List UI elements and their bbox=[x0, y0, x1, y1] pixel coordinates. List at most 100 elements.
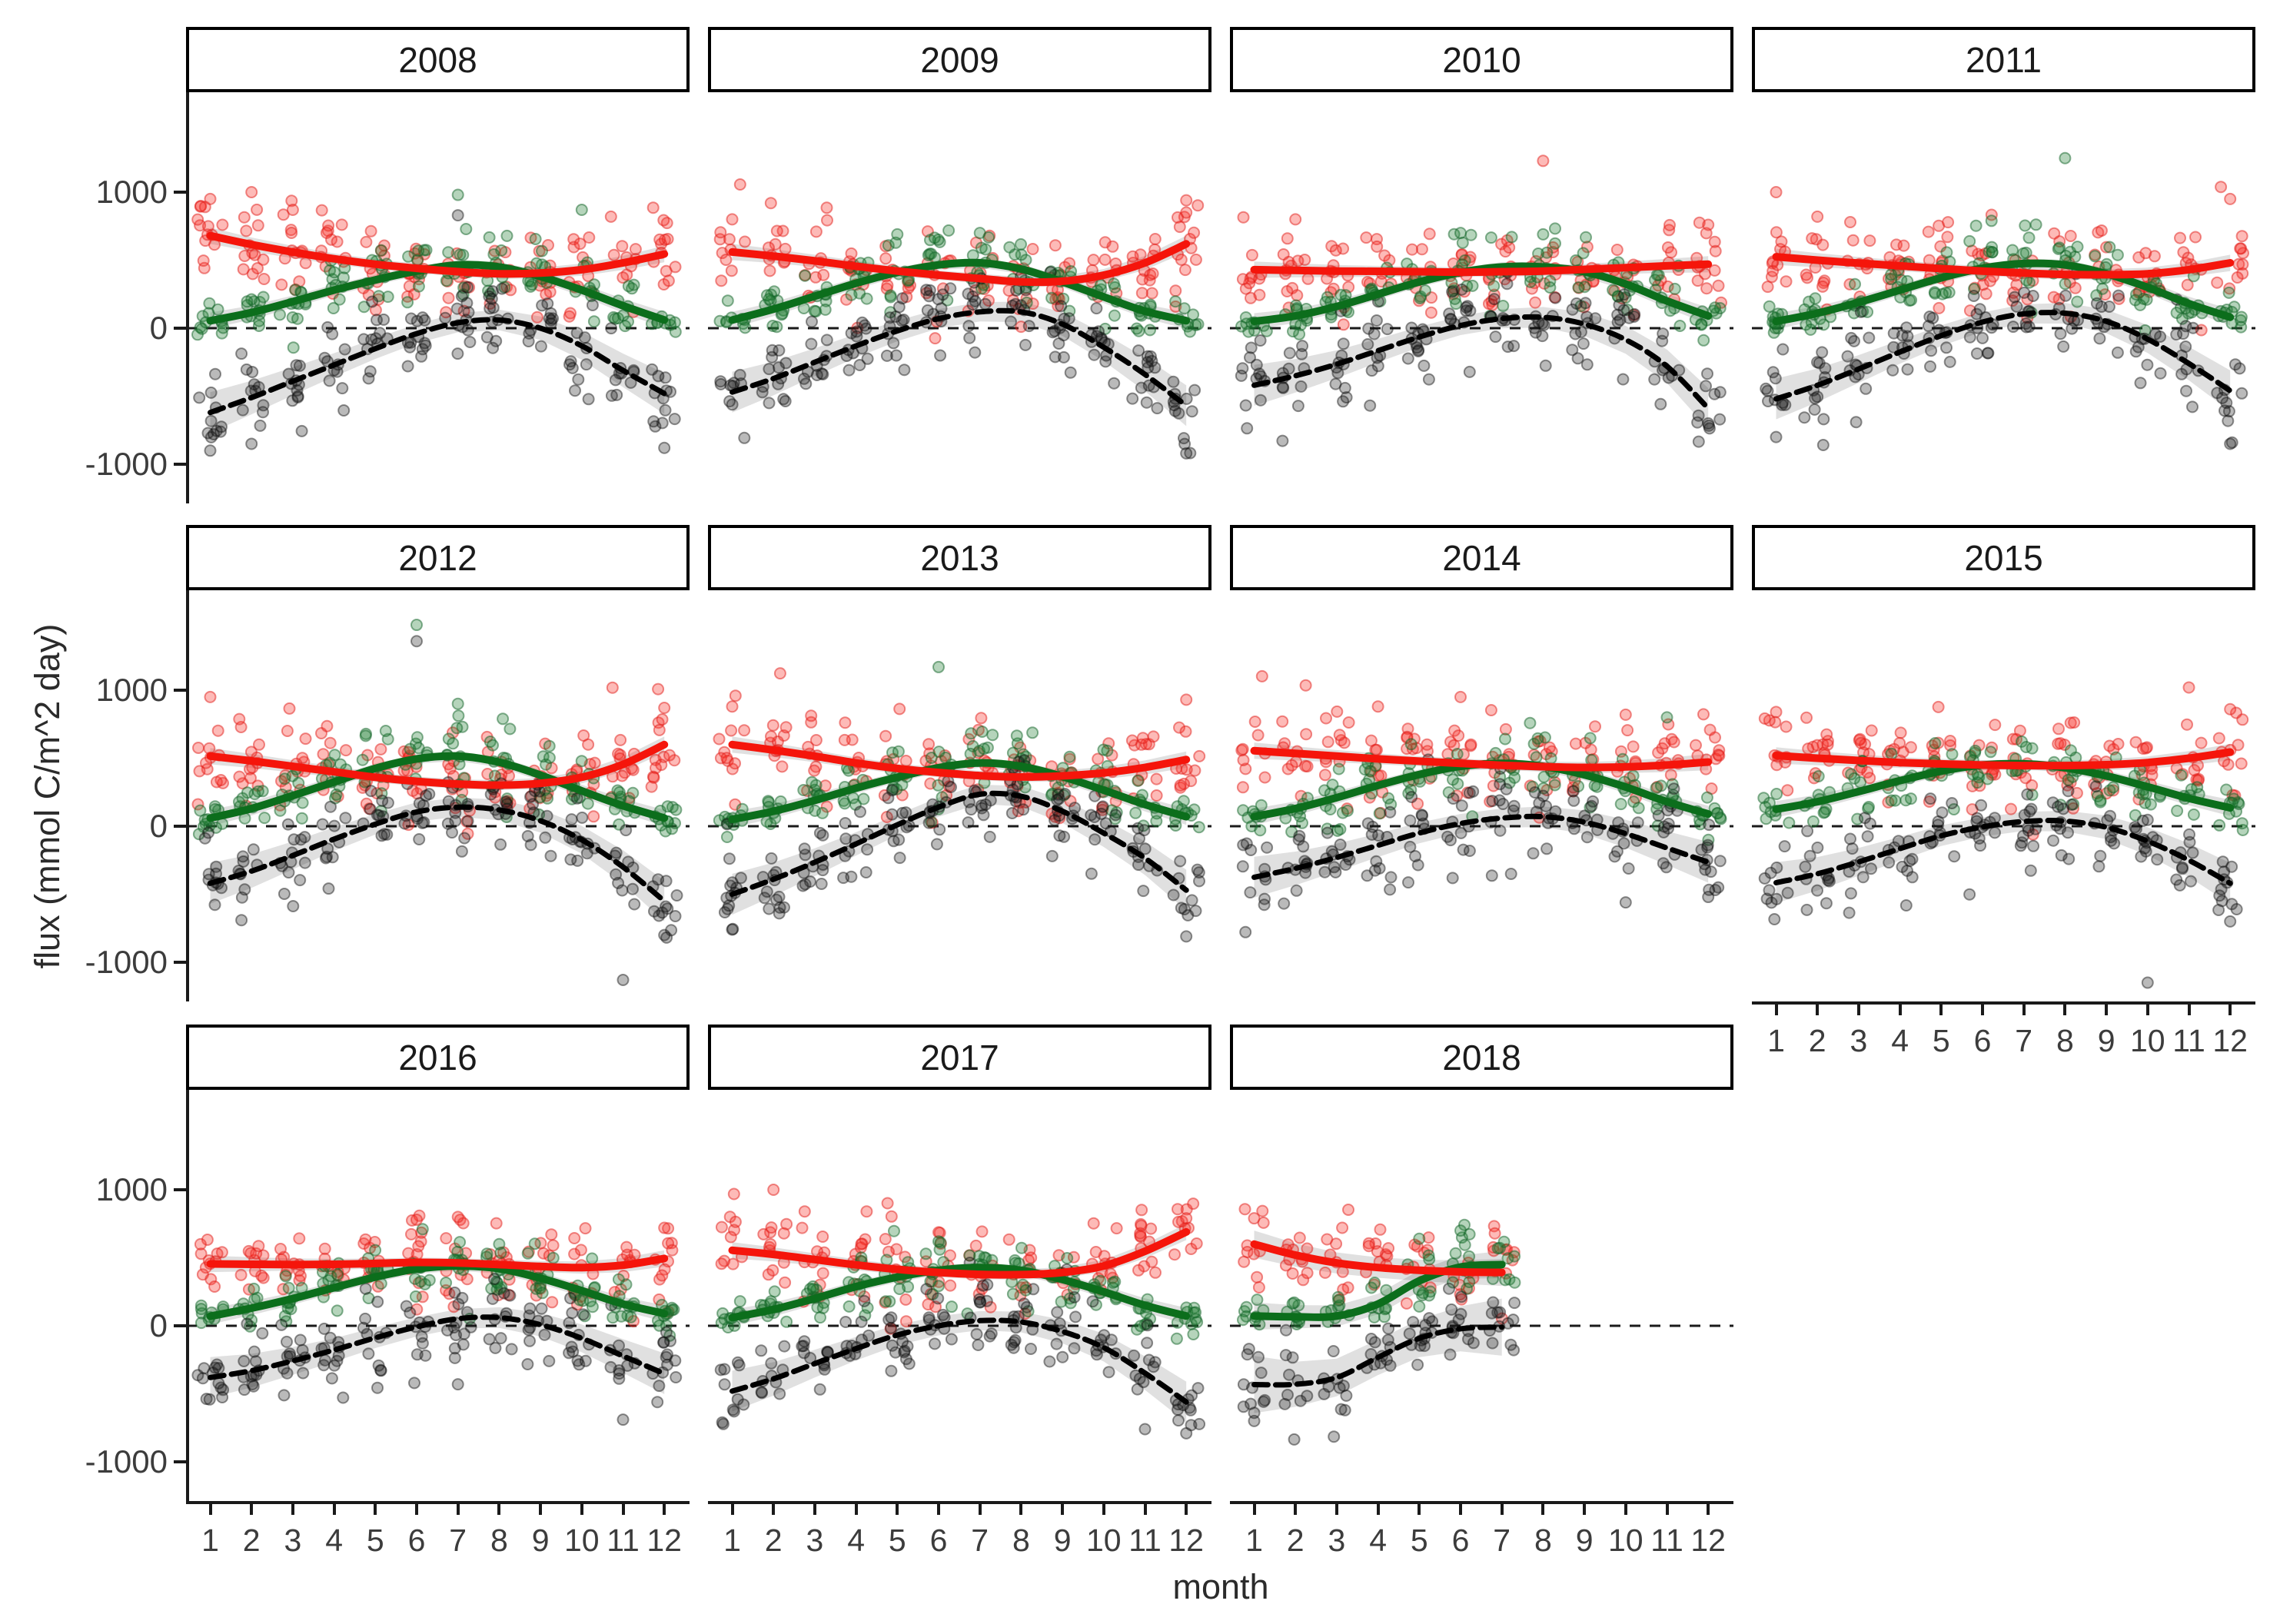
red-outlier-point bbox=[1180, 1212, 1193, 1225]
green-outlier-point bbox=[1660, 711, 1673, 724]
black-point bbox=[763, 397, 776, 410]
x-tick-label: 10 bbox=[1085, 1523, 1122, 1558]
black-point bbox=[1085, 809, 1098, 822]
black-point bbox=[1295, 380, 1308, 393]
black-point bbox=[882, 792, 895, 805]
ci-ribbon bbox=[732, 736, 1187, 782]
red-point bbox=[1300, 728, 1313, 741]
red-point bbox=[1780, 720, 1793, 733]
black-point bbox=[278, 888, 291, 900]
red-point bbox=[1360, 231, 1373, 244]
red-point bbox=[258, 273, 271, 285]
red-point bbox=[1293, 1231, 1306, 1244]
green-point bbox=[1607, 284, 1620, 297]
red-point bbox=[1149, 1266, 1162, 1279]
black-point bbox=[1245, 844, 1258, 856]
black-point bbox=[1295, 347, 1308, 360]
black-point bbox=[899, 806, 912, 819]
black-point bbox=[1329, 377, 1342, 390]
green-point bbox=[1384, 798, 1398, 811]
red-point bbox=[614, 733, 627, 746]
black-point bbox=[2213, 889, 2226, 902]
red-point bbox=[567, 241, 580, 254]
green-point bbox=[2017, 247, 2030, 260]
green-point bbox=[251, 785, 264, 798]
green-point bbox=[1063, 750, 1076, 763]
black-point bbox=[1657, 820, 1670, 833]
black-point bbox=[605, 389, 618, 402]
green-point bbox=[217, 321, 230, 334]
black-point bbox=[1844, 832, 1856, 845]
black-point bbox=[490, 334, 503, 347]
black-point bbox=[899, 1353, 912, 1366]
red-point bbox=[299, 732, 312, 746]
black-point bbox=[249, 1355, 262, 1368]
black-point bbox=[1580, 358, 1594, 371]
black-point bbox=[377, 313, 391, 326]
red-point bbox=[769, 237, 782, 251]
red-point bbox=[1464, 738, 1477, 751]
black-point bbox=[1184, 1403, 1197, 1416]
red-point bbox=[715, 274, 728, 287]
black-point bbox=[1418, 359, 1431, 372]
black-point bbox=[1566, 344, 1579, 357]
y-tick-label: 1000 bbox=[95, 672, 168, 708]
green-point bbox=[928, 231, 941, 244]
black-point bbox=[2089, 780, 2102, 793]
green-point bbox=[440, 1277, 453, 1289]
green-point bbox=[1984, 746, 1997, 759]
black-point bbox=[816, 368, 829, 380]
red-point bbox=[2132, 251, 2145, 264]
black-point bbox=[487, 341, 500, 354]
red-point bbox=[805, 709, 818, 722]
green-point bbox=[613, 785, 626, 799]
black-point bbox=[1924, 792, 1937, 805]
red-point bbox=[257, 253, 270, 266]
x-tick-label: 5 bbox=[366, 1523, 384, 1558]
black-point bbox=[1988, 812, 2001, 825]
black-point bbox=[1901, 363, 1914, 376]
black-point bbox=[1896, 860, 1909, 873]
black-point bbox=[1009, 297, 1022, 311]
red-smoother bbox=[206, 740, 669, 789]
red-point bbox=[1012, 805, 1025, 818]
black-point bbox=[1662, 371, 1675, 384]
red-point bbox=[2067, 802, 2079, 815]
red-point bbox=[1251, 729, 1265, 742]
black-point bbox=[1142, 361, 1155, 374]
red-point bbox=[321, 719, 334, 732]
red-point bbox=[530, 311, 543, 324]
facet-strip-2012: 2012 bbox=[186, 525, 690, 590]
green-point bbox=[1946, 748, 1959, 761]
facet-panel-2011 bbox=[1752, 92, 2255, 503]
green-point bbox=[979, 243, 992, 256]
x-tick-mark bbox=[1774, 1005, 1778, 1015]
black-point bbox=[1362, 322, 1375, 335]
black-point bbox=[665, 924, 678, 937]
x-tick-label: 6 bbox=[1973, 1023, 1992, 1058]
red-point bbox=[809, 734, 823, 746]
facet-strip-label: 2016 bbox=[398, 1037, 477, 1078]
red-point bbox=[764, 1237, 777, 1250]
red-point bbox=[1708, 264, 1721, 277]
black-outlier-point bbox=[1770, 430, 1783, 443]
black-point bbox=[371, 314, 383, 327]
red-point bbox=[1589, 720, 1601, 733]
red-outlier-point bbox=[204, 690, 217, 703]
black-point bbox=[1250, 358, 1263, 371]
red-point bbox=[2064, 230, 2077, 242]
black-point bbox=[613, 1372, 626, 1385]
black-point bbox=[1049, 324, 1062, 337]
green-point bbox=[845, 288, 858, 301]
black-point bbox=[1863, 331, 1876, 344]
x-tick-mark bbox=[580, 1504, 583, 1515]
red-point bbox=[1865, 724, 1878, 737]
green-point bbox=[1108, 309, 1121, 322]
red-point bbox=[331, 235, 344, 248]
ci-ribbon bbox=[1776, 810, 2231, 904]
black-point bbox=[1334, 1403, 1348, 1416]
black-point bbox=[1763, 884, 1776, 897]
red-point bbox=[1709, 244, 1722, 257]
x-tick-label: 7 bbox=[1493, 1523, 1511, 1558]
red-point bbox=[461, 827, 474, 840]
